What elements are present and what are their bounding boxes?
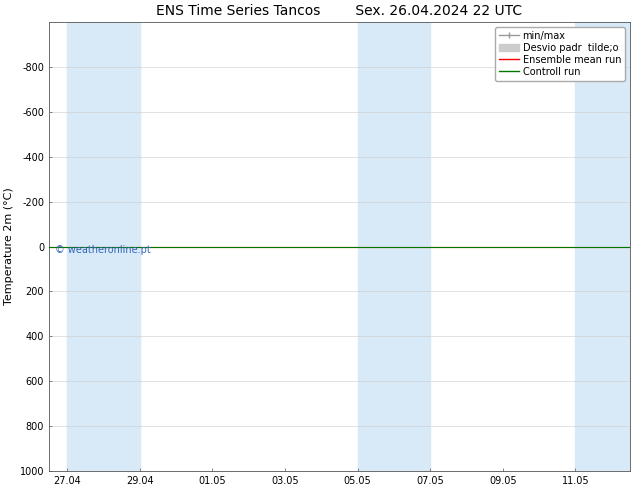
Bar (67, 22, 103, 471)
Bar (394, 22, 430, 471)
Text: © weatheronline.pt: © weatheronline.pt (55, 245, 151, 255)
Y-axis label: Temperature 2m (°C): Temperature 2m (°C) (4, 188, 14, 305)
Bar (358, 22, 394, 471)
Bar (576, 22, 630, 471)
Title: ENS Time Series Tancos        Sex. 26.04.2024 22 UTC: ENS Time Series Tancos Sex. 26.04.2024 2… (157, 4, 522, 18)
Legend: min/max, Desvio padr  tilde;o, Ensemble mean run, Controll run: min/max, Desvio padr tilde;o, Ensemble m… (495, 27, 625, 80)
Bar (103, 22, 140, 471)
